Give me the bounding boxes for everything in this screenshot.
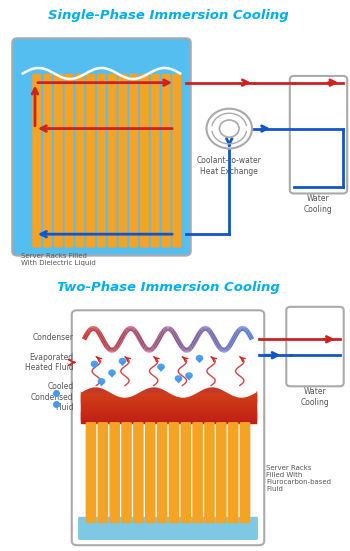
Circle shape bbox=[175, 376, 182, 381]
FancyBboxPatch shape bbox=[86, 422, 96, 523]
FancyBboxPatch shape bbox=[78, 517, 258, 540]
FancyBboxPatch shape bbox=[54, 74, 63, 247]
FancyBboxPatch shape bbox=[216, 422, 226, 523]
FancyBboxPatch shape bbox=[32, 74, 41, 247]
Polygon shape bbox=[92, 365, 97, 368]
Polygon shape bbox=[159, 368, 163, 371]
FancyBboxPatch shape bbox=[192, 422, 203, 523]
Circle shape bbox=[91, 361, 98, 366]
Circle shape bbox=[186, 373, 192, 378]
FancyBboxPatch shape bbox=[169, 422, 179, 523]
Text: Server Racks
Filled With
Flurocarbon-based
Fluid: Server Racks Filled With Flurocarbon-bas… bbox=[266, 465, 331, 492]
FancyBboxPatch shape bbox=[98, 422, 108, 523]
FancyBboxPatch shape bbox=[145, 422, 155, 523]
FancyBboxPatch shape bbox=[121, 422, 132, 523]
Text: Water
Cooling: Water Cooling bbox=[304, 195, 333, 214]
Text: Single-Phase Immersion Cooling: Single-Phase Immersion Cooling bbox=[48, 9, 288, 22]
FancyBboxPatch shape bbox=[64, 74, 74, 247]
FancyBboxPatch shape bbox=[286, 307, 344, 386]
FancyBboxPatch shape bbox=[129, 74, 138, 247]
Text: Cooled
Condensed
Fluid: Cooled Condensed Fluid bbox=[31, 382, 74, 412]
FancyBboxPatch shape bbox=[110, 422, 120, 523]
FancyBboxPatch shape bbox=[140, 74, 149, 247]
Circle shape bbox=[196, 355, 203, 361]
FancyBboxPatch shape bbox=[72, 310, 264, 545]
Polygon shape bbox=[120, 361, 125, 365]
Circle shape bbox=[98, 379, 105, 384]
FancyBboxPatch shape bbox=[204, 422, 215, 523]
FancyBboxPatch shape bbox=[157, 422, 167, 523]
FancyBboxPatch shape bbox=[97, 74, 106, 247]
Text: Evaporated
Heated Fluid: Evaporated Heated Fluid bbox=[25, 353, 74, 372]
Circle shape bbox=[119, 359, 126, 364]
Circle shape bbox=[109, 370, 115, 375]
FancyBboxPatch shape bbox=[161, 74, 170, 247]
Polygon shape bbox=[187, 376, 191, 380]
Text: Coolant-to-water
Heat Exchange: Coolant-to-water Heat Exchange bbox=[197, 156, 262, 176]
Text: Condenser: Condenser bbox=[33, 333, 74, 342]
FancyBboxPatch shape bbox=[86, 74, 95, 247]
FancyBboxPatch shape bbox=[181, 422, 191, 523]
FancyBboxPatch shape bbox=[240, 422, 250, 523]
Circle shape bbox=[158, 364, 164, 370]
Polygon shape bbox=[99, 382, 104, 386]
FancyBboxPatch shape bbox=[108, 74, 117, 247]
FancyBboxPatch shape bbox=[75, 74, 84, 247]
Polygon shape bbox=[197, 359, 202, 363]
FancyBboxPatch shape bbox=[118, 74, 127, 247]
FancyBboxPatch shape bbox=[151, 74, 160, 247]
Polygon shape bbox=[110, 373, 114, 377]
Text: Server Racks Filled
With Dielectric Liquid: Server Racks Filled With Dielectric Liqu… bbox=[21, 253, 96, 267]
FancyBboxPatch shape bbox=[12, 38, 191, 256]
FancyBboxPatch shape bbox=[43, 74, 52, 247]
FancyBboxPatch shape bbox=[133, 422, 144, 523]
FancyBboxPatch shape bbox=[172, 74, 181, 247]
Text: Two-Phase Immersion Cooling: Two-Phase Immersion Cooling bbox=[57, 282, 279, 294]
FancyBboxPatch shape bbox=[228, 422, 238, 523]
FancyBboxPatch shape bbox=[290, 76, 347, 193]
Polygon shape bbox=[176, 379, 181, 383]
Text: Water
Cooling: Water Cooling bbox=[301, 387, 329, 407]
